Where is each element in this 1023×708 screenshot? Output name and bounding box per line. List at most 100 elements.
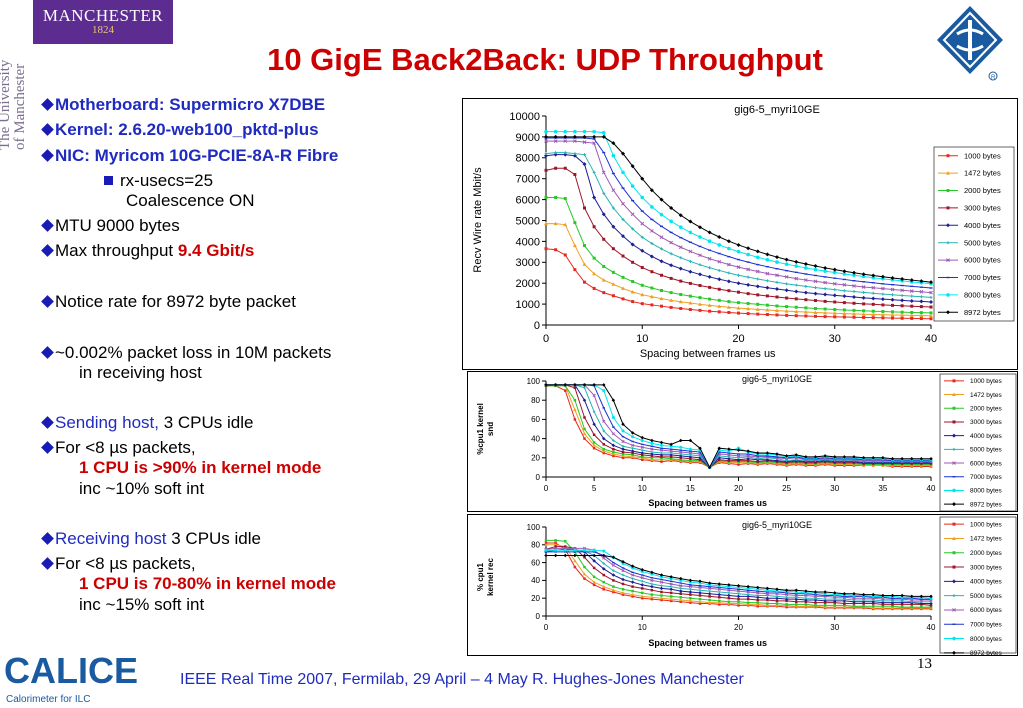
data-point [756,595,760,600]
data-point [582,398,587,402]
data-point [727,596,731,600]
data-point [891,603,894,606]
series-line [546,384,931,469]
data-point [640,438,644,443]
data-point [803,261,808,266]
data-point [688,578,693,583]
data-point [582,572,587,576]
y-tick-label: 100 [527,377,541,386]
data-point [833,315,837,319]
calice-logo-sub: Calorimeter for ILC [6,694,90,705]
cpu-send-chart: 0 20 40 60 80 100 0 5 10 15 20 25 30 35 40 gig6-5_myri1… [476,373,1017,512]
data-point [650,593,654,596]
data-point [707,274,712,279]
data-point [659,575,664,579]
x-tick-label: 10 [638,484,647,493]
data-point [717,600,721,604]
data-point [852,596,856,600]
data-point [640,576,644,580]
legend-label: 2000 bytes [964,186,1001,195]
legend-label: 8972 bytes [964,308,1001,317]
data-point [631,589,634,593]
data-point [573,383,577,387]
data-point [775,313,779,317]
svg-text:R: R [991,75,996,81]
data-point [573,553,577,558]
data-point [852,273,856,278]
data-point [688,447,692,451]
data-point [803,310,808,314]
data-point [582,129,587,134]
data-point [804,593,808,598]
legend-label: 4000 bytes [970,579,1003,586]
data-point [833,604,836,607]
data-point [611,452,616,456]
data-point [602,573,605,577]
data-point [563,253,567,257]
data-point [678,266,683,271]
data-point [880,274,885,279]
data-point [881,606,885,610]
data-point [929,305,933,309]
series-1000-bytes [544,247,933,321]
data-point [871,316,875,320]
data-point [717,259,722,264]
data-point [688,451,692,455]
data-point [621,429,625,433]
series-7000-bytes [544,551,933,600]
data-point [602,443,605,446]
data-point [900,457,904,461]
data-point [640,195,645,200]
data-point [582,162,587,167]
x-tick-label: 20 [734,623,743,632]
y-tick-label: 20 [531,454,540,463]
data-point [544,152,548,156]
data-point [823,269,827,273]
data-point [852,598,856,602]
chart-panel-cpu-send: 0 20 40 60 80 100 0 5 10 15 20 25 30 35 40 gig6-5_myri1… [467,371,1018,512]
data-point [727,289,731,293]
data-point [563,383,567,387]
legend-item: 6000 bytes [944,460,1003,467]
data-point [688,590,693,594]
data-point [775,592,779,596]
data-point [929,280,933,285]
data-point [736,448,741,452]
data-point [746,312,750,316]
data-point [611,294,615,298]
data-point [698,597,702,601]
data-point [813,291,818,296]
side-text-2: of Manchester [12,63,28,150]
data-point [755,255,760,260]
bullet-sending-host: Sending host, 3 CPUs idle [41,413,253,433]
data-point [929,601,933,606]
data-point [746,282,751,287]
data-point [688,308,692,312]
data-point [553,383,558,387]
data-point [794,259,799,264]
data-point [823,597,827,601]
bullet-recv-kernel: 1 CPU is 70-80% in kernel mode [79,574,336,593]
y-tick-label: 8000 [516,153,540,165]
data-point [573,386,577,389]
data-point [698,602,702,605]
legend: 1000 bytes 1472 bytes 2000 bytes 3000 bytes… [939,373,1017,512]
data-point [621,454,625,458]
data-point [813,594,818,599]
data-point [544,543,548,547]
data-point [775,602,779,605]
data-point [679,589,683,593]
x-tick-label: 0 [544,623,549,632]
legend-swatch-marker [952,433,956,438]
data-point [544,539,548,542]
legend-swatch-marker [952,522,956,526]
legend-item: 2000 bytes [944,550,1003,557]
data-point [592,548,596,552]
data-point [872,604,875,608]
data-point [736,306,741,310]
data-point [660,273,663,277]
data-point [708,583,712,587]
data-point [804,266,808,270]
data-point [553,139,558,143]
data-point [794,276,799,281]
